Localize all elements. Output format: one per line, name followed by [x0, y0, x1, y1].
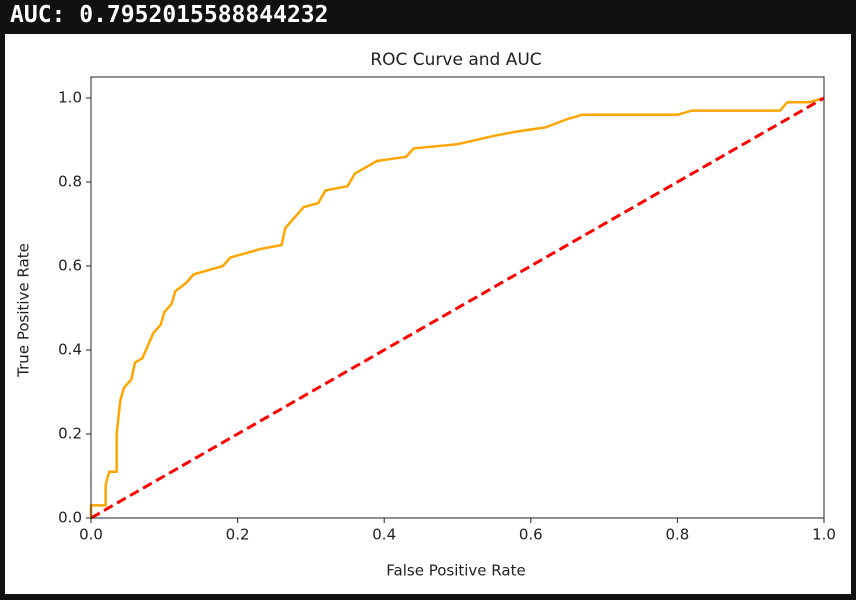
y-axis-label: True Positive Rate — [15, 243, 33, 378]
chart: ROC Curve and AUC False Positive Rate Tr… — [5, 34, 851, 594]
x-tick-label: 0.2 — [226, 526, 250, 544]
y-tick-label: 0.2 — [58, 425, 82, 443]
y-tick-label: 0.4 — [58, 341, 82, 359]
output-text: AUC: 0.7952015588844232 — [10, 2, 329, 28]
y-tick-label: 1.0 — [58, 89, 82, 107]
x-tick-label: 0.4 — [372, 526, 396, 544]
y-tick-label: 0.0 — [58, 509, 82, 527]
x-axis-label: False Positive Rate — [386, 562, 525, 580]
y-tick-label: 0.6 — [58, 257, 82, 275]
line-series — [90, 96, 825, 520]
x-tick-label: 0.6 — [519, 526, 543, 544]
x-tick-label: 0.8 — [665, 526, 689, 544]
plot-frame — [90, 76, 825, 519]
y-tick-label: 0.8 — [58, 173, 82, 191]
x-tick-label: 0.0 — [79, 526, 103, 544]
line-series — [89, 96, 825, 518]
chart-title: ROC Curve and AUC — [370, 50, 541, 70]
x-tick-label: 1.0 — [812, 526, 836, 544]
